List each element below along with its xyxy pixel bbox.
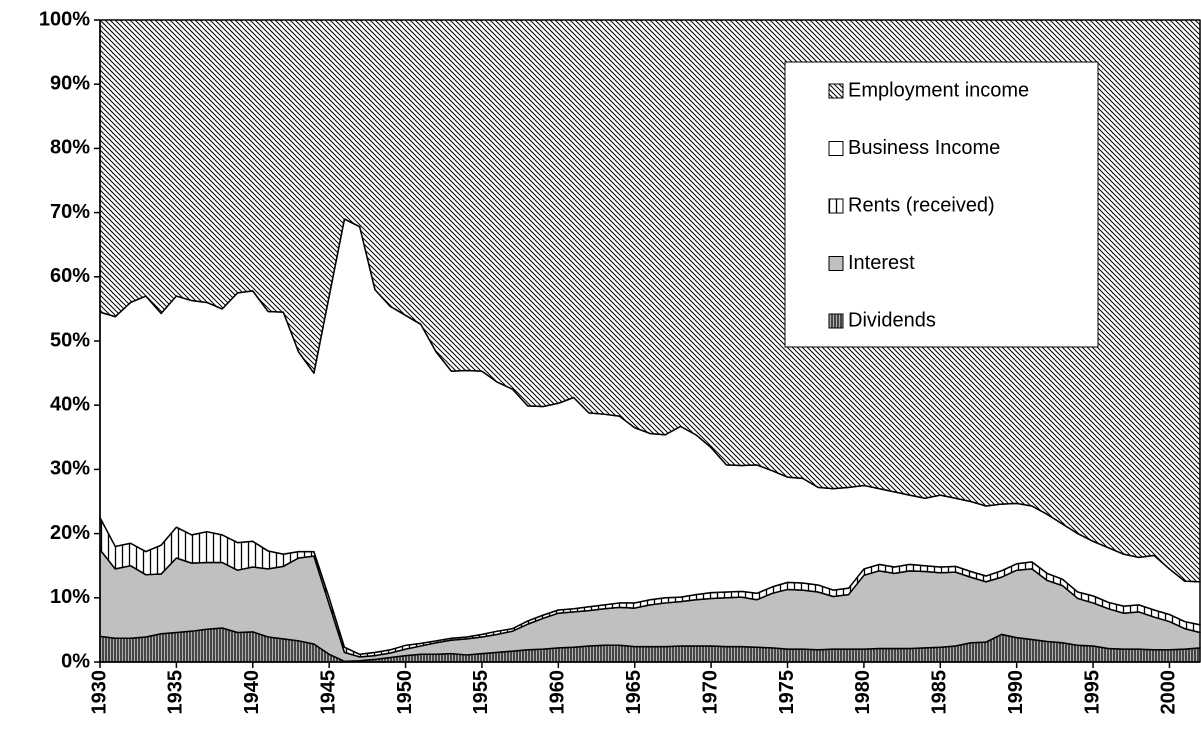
x-tick-label: 1965 (623, 670, 645, 715)
y-tick-label: 40% (50, 393, 90, 415)
y-tick-label: 20% (50, 522, 90, 544)
x-tick-label: 1930 (88, 670, 110, 715)
legend-swatch (828, 141, 844, 156)
y-tick-label: 0% (61, 650, 90, 672)
x-tick-label: 1995 (1081, 670, 1103, 715)
x-tick-label: 1935 (165, 670, 187, 715)
x-tick-label: 2000 (1158, 670, 1180, 715)
x-tick-label: 1970 (699, 670, 721, 715)
y-tick-label: 10% (50, 586, 90, 608)
legend-label: Business Income (848, 137, 1000, 159)
x-tick-label: 1955 (470, 670, 492, 715)
y-tick-label: 90% (50, 72, 90, 94)
y-tick-label: 50% (50, 329, 90, 351)
legend-swatch (828, 83, 844, 99)
y-tick-label: 60% (50, 265, 90, 287)
x-tick-label: 1945 (317, 670, 339, 715)
legend-swatch (828, 256, 844, 271)
legend: Employment income Business Income Rents (r… (784, 61, 1099, 348)
y-tick-label: 100% (39, 8, 90, 30)
x-tick-label: 1940 (241, 670, 263, 715)
y-tick-label: 30% (50, 458, 90, 480)
legend-swatch (828, 313, 844, 329)
x-tick-label: 1975 (776, 670, 798, 715)
x-tick-label: 1985 (929, 670, 951, 715)
y-tick-label: 80% (50, 137, 90, 159)
legend-label: Interest (848, 252, 915, 274)
legend-label: Dividends (848, 309, 936, 331)
y-tick-label: 70% (50, 201, 90, 223)
legend-label: Employment income (848, 79, 1029, 101)
x-tick-label: 1990 (1005, 670, 1027, 715)
x-tick-label: 1960 (547, 670, 569, 715)
legend-label: Rents (received) (848, 194, 995, 216)
x-tick-label: 1950 (394, 670, 416, 715)
x-tick-label: 1980 (852, 670, 874, 715)
legend-swatch (828, 198, 844, 214)
